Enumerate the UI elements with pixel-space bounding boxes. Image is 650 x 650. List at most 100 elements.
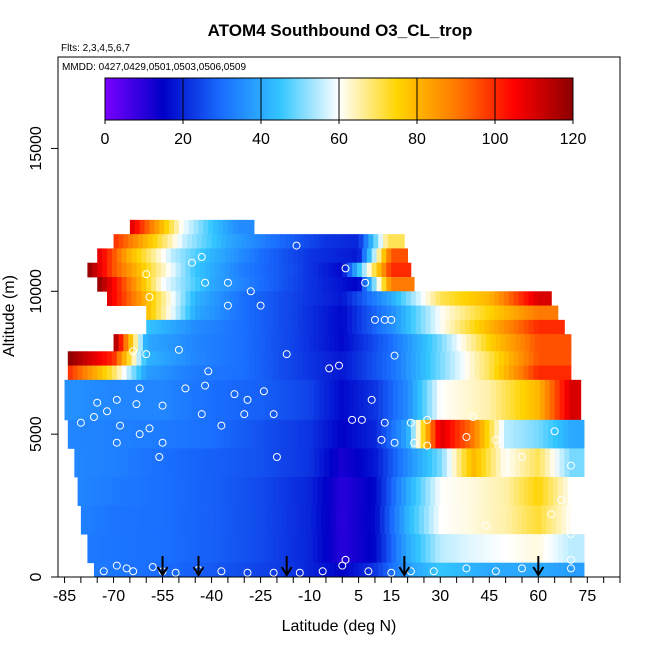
heatmap-cell: [499, 291, 505, 306]
heatmap-cell: [486, 334, 492, 352]
heatmap-cell: [569, 562, 575, 577]
heatmap-cell: [495, 334, 502, 352]
heatmap-cell: [239, 477, 245, 506]
heatmap-cell: [107, 351, 113, 366]
heatmap-cell: [126, 534, 132, 564]
heatmap-cell: [97, 477, 103, 506]
heatmap-cell: [446, 334, 453, 352]
heatmap-cell: [549, 562, 556, 577]
heatmap-cell: [366, 365, 373, 381]
heatmap-cell: [358, 334, 364, 352]
heatmap-cell: [348, 448, 355, 478]
heatmap-cell: [427, 334, 433, 352]
heatmap-cell: [240, 448, 247, 478]
heatmap-cell: [175, 248, 181, 264]
heatmap-cell: [356, 351, 363, 366]
arrow-marker: [192, 556, 205, 577]
heatmap-cell: [111, 291, 118, 306]
heatmap-cell: [93, 448, 100, 478]
heatmap-cell: [229, 248, 235, 264]
heatmap-cell: [244, 319, 250, 335]
heatmap-cell: [180, 477, 186, 506]
heatmap-cell: [82, 419, 88, 449]
heatmap-cell: [147, 448, 154, 478]
heatmap-cell: [319, 448, 325, 478]
sample-point: [491, 567, 500, 576]
heatmap-cell: [133, 448, 139, 478]
heatmap-cell: [577, 534, 583, 564]
heatmap-cell: [339, 448, 345, 478]
heatmap-cell: [113, 448, 119, 478]
heatmap-cell: [175, 305, 181, 321]
heatmap-cell: [258, 262, 265, 278]
heatmap-cell: [361, 365, 368, 381]
heatmap-cell: [141, 351, 147, 366]
heatmap-cell: [348, 334, 355, 352]
sample-point: [462, 433, 471, 441]
sample-point: [387, 315, 396, 324]
heatmap-cell: [87, 534, 93, 564]
heatmap-cell: [494, 365, 500, 381]
heatmap-cell: [314, 379, 320, 421]
heatmap-cell: [84, 448, 90, 478]
heatmap-cell: [469, 305, 475, 321]
heatmap-cell: [126, 277, 132, 292]
heatmap-cell: [224, 534, 230, 564]
heatmap-cell: [107, 291, 113, 306]
heatmap-cell: [116, 262, 123, 278]
sample-point: [93, 398, 102, 407]
heatmap-cell: [445, 351, 451, 366]
heatmap-cell: [304, 562, 310, 577]
heatmap-cell: [136, 534, 142, 564]
heatmap-cell: [495, 562, 502, 577]
heatmap-cell: [278, 419, 284, 449]
heatmap-cell: [124, 505, 131, 535]
heatmap-cell: [146, 419, 152, 449]
heatmap-cell: [397, 334, 404, 352]
heatmap-cell: [190, 291, 196, 306]
heatmap-cell: [386, 277, 392, 292]
sample-point: [462, 564, 471, 573]
heatmap-cell: [446, 448, 453, 478]
heatmap-cell: [474, 477, 480, 506]
heatmap-cell: [193, 219, 199, 235]
heatmap-cell: [151, 305, 157, 321]
heatmap-cell: [474, 419, 480, 449]
y-axis-label: Altitude (m): [1, 275, 18, 357]
heatmap-cell: [520, 448, 526, 478]
heatmap-cell: [270, 234, 276, 249]
heatmap-cell: [363, 379, 369, 421]
heatmap-cell: [201, 234, 208, 249]
heatmap-cell: [553, 319, 559, 335]
altitude-band: [77, 477, 585, 506]
heatmap-cell: [108, 379, 114, 421]
heatmap-cell: [430, 534, 436, 564]
heatmap-cell: [317, 477, 324, 506]
heatmap-cell: [265, 379, 271, 421]
heatmap-cell: [528, 351, 534, 366]
heatmap-cell: [298, 319, 304, 335]
heatmap-cell: [242, 219, 248, 235]
heatmap-cell: [518, 477, 525, 506]
heatmap-cell: [402, 334, 409, 352]
heatmap-cell: [335, 505, 342, 535]
sample-point: [357, 415, 366, 424]
heatmap-cell: [254, 534, 260, 564]
heatmap-cell: [201, 562, 208, 577]
heatmap-cell: [214, 534, 221, 564]
heatmap-cell: [396, 277, 402, 292]
heatmap-cell: [373, 379, 379, 421]
heatmap-cell: [268, 534, 275, 564]
heatmap-cell: [142, 234, 149, 249]
heatmap-cell: [185, 351, 191, 366]
heatmap-cell: [420, 351, 426, 366]
heatmap-cell: [430, 351, 436, 366]
heatmap-cell: [67, 365, 74, 381]
heatmap-cell: [319, 562, 325, 577]
heatmap-cell: [486, 562, 492, 577]
heatmap-cell: [389, 505, 395, 535]
heatmap-cell: [260, 562, 266, 577]
heatmap-cell: [554, 448, 560, 478]
heatmap-cell: [307, 534, 314, 564]
heatmap-cell: [445, 365, 451, 381]
